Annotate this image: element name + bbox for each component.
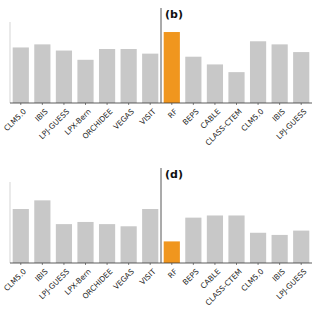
bar — [250, 233, 266, 263]
x-tick — [301, 263, 302, 265]
x-tick — [258, 263, 259, 265]
x-tick — [279, 103, 280, 105]
x-tick-label: VEGAS — [112, 107, 137, 132]
figure: CLM5.0IBISLPJ-GUESSLPX-BernORCHIDEEVEGAS… — [0, 0, 320, 320]
x-tick-label: LPJ-GUESS — [37, 107, 71, 141]
bar — [207, 215, 223, 263]
bar — [121, 226, 137, 263]
x-tick-label: IBIS — [271, 107, 288, 124]
x-tick-label: CLM5.0 — [239, 267, 265, 293]
x-tick — [171, 103, 172, 105]
x-tick — [85, 103, 86, 105]
panel-label: (b) — [165, 8, 183, 21]
x-tick — [128, 263, 129, 265]
bar — [56, 224, 72, 263]
bar — [99, 224, 115, 263]
x-tick-label: CLM5.0 — [2, 267, 28, 293]
bar — [77, 60, 93, 103]
x-tick — [150, 263, 151, 265]
panel: CLM5.0IBISLPJ-GUESSLPX-BernORCHIDEEVEGAS… — [2, 168, 312, 307]
x-tick — [63, 263, 64, 265]
bar — [293, 231, 309, 263]
bar — [121, 49, 137, 103]
x-tick — [258, 103, 259, 105]
x-tick — [301, 103, 302, 105]
bar — [13, 47, 29, 103]
bar — [250, 41, 266, 103]
x-tick — [20, 263, 21, 265]
x-tick-label: LPJ-GUESS — [37, 267, 71, 301]
x-tick-label: CLM5.0 — [2, 107, 28, 133]
panel: CLM5.0IBISLPJ-GUESSLPX-BernORCHIDEEVEGAS… — [2, 8, 312, 147]
x-tick-label: IBIS — [33, 267, 50, 284]
x-tick-label: CLASS-CTEM — [204, 107, 244, 147]
bar — [99, 49, 115, 103]
x-tick-label: LPJ-GUESS — [274, 267, 308, 301]
x-tick-label: ORCHIDEE — [80, 107, 114, 141]
x-tick — [236, 103, 237, 105]
x-tick-label: IBIS — [271, 267, 288, 284]
x-tick — [85, 263, 86, 265]
bar — [164, 241, 180, 263]
x-tick — [128, 103, 129, 105]
x-tick-label: VISIT — [138, 107, 158, 127]
x-tick-label: RF — [166, 107, 179, 120]
bar — [142, 209, 158, 263]
x-tick-label: CLASS-CTEM — [204, 267, 244, 307]
x-tick — [171, 263, 172, 265]
x-tick — [214, 263, 215, 265]
bar — [272, 235, 288, 263]
x-tick-label: IBIS — [33, 107, 50, 124]
x-tick — [150, 103, 151, 105]
bar — [293, 52, 309, 103]
panel-label: (d) — [165, 168, 183, 181]
y-axis — [10, 182, 11, 263]
bar — [185, 218, 201, 263]
bar — [142, 54, 158, 103]
bar — [207, 64, 223, 103]
x-tick-label: ORCHIDEE — [80, 267, 114, 301]
x-tick — [42, 103, 43, 105]
bar — [34, 44, 50, 103]
x-tick-label: LPJ-GUESS — [274, 107, 308, 141]
bar — [272, 44, 288, 103]
x-tick — [63, 103, 64, 105]
x-tick-label: CLM5.0 — [239, 107, 265, 133]
divider — [161, 168, 162, 263]
x-tick-label: RF — [166, 267, 179, 280]
x-tick — [193, 263, 194, 265]
divider — [161, 8, 162, 103]
x-tick — [236, 263, 237, 265]
x-tick — [42, 263, 43, 265]
bar — [164, 32, 180, 103]
x-tick — [279, 263, 280, 265]
x-tick-label: VEGAS — [112, 267, 137, 292]
bar — [228, 72, 244, 103]
x-tick — [20, 103, 21, 105]
x-tick — [107, 103, 108, 105]
y-axis — [10, 22, 11, 103]
x-tick-label: VISIT — [138, 267, 158, 287]
bar — [228, 215, 244, 263]
bar — [13, 209, 29, 263]
x-tick — [107, 263, 108, 265]
bar — [56, 51, 72, 103]
x-tick — [193, 103, 194, 105]
bar — [185, 57, 201, 103]
bar — [34, 200, 50, 263]
x-tick — [214, 103, 215, 105]
bar — [77, 222, 93, 263]
